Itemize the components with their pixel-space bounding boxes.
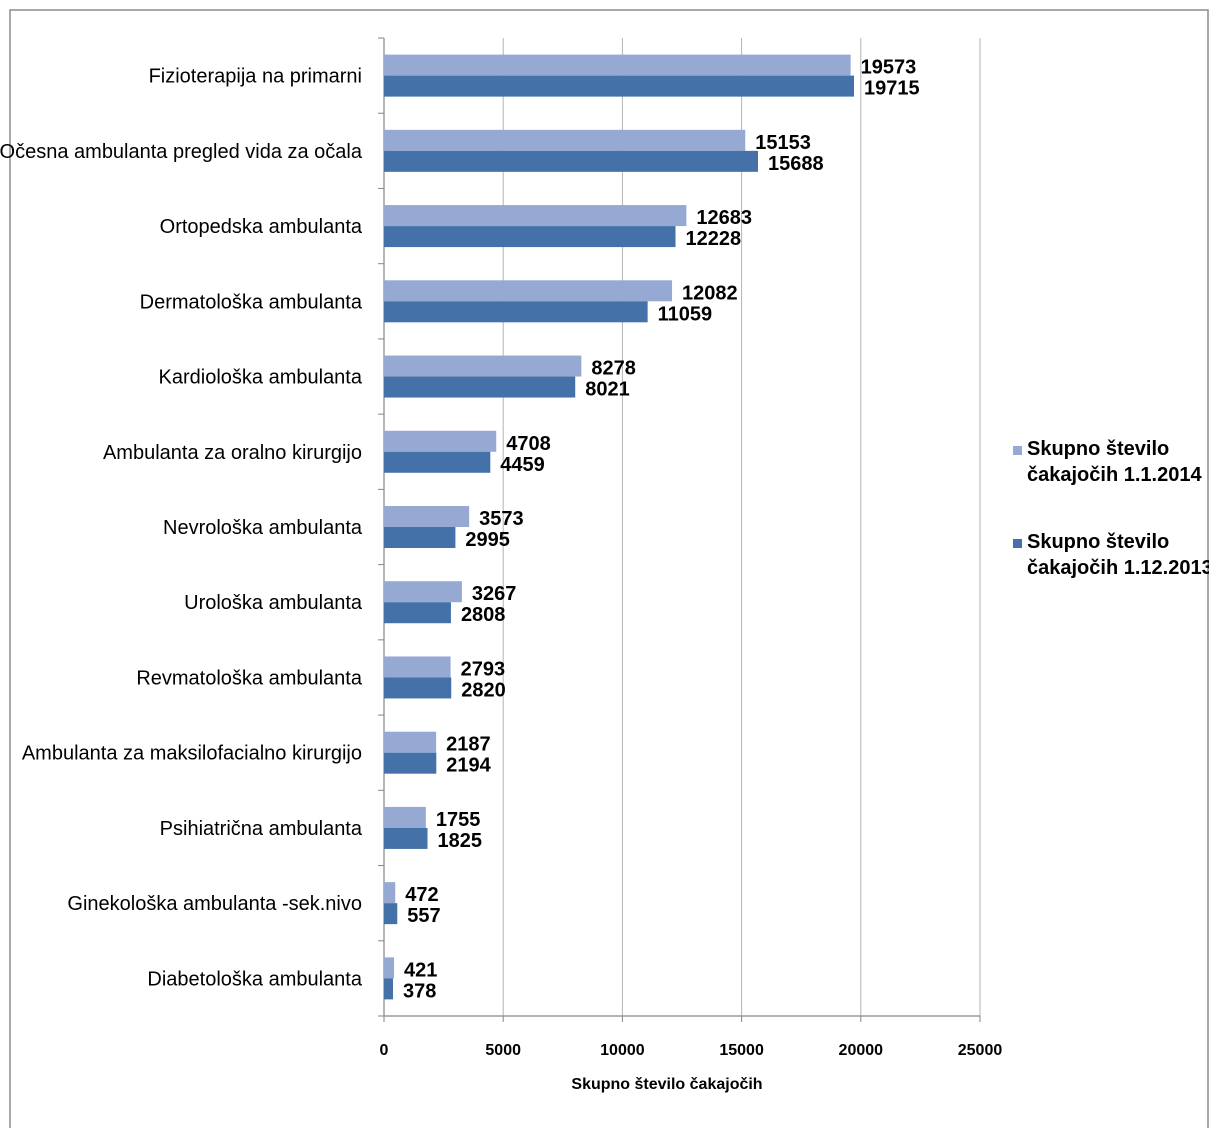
data-label: 2808 [461,604,506,626]
bar-series-1 [384,355,582,377]
bar-series-2 [384,903,398,925]
x-tick-label: 10000 [600,1042,645,1059]
x-tick-label: 5000 [485,1042,521,1059]
category-label: Ortopedska ambulanta [160,216,363,238]
bar-series-1 [384,581,462,603]
bar-series-2 [384,376,576,398]
data-label: 19715 [864,78,920,100]
category-label: Ambulanta za oralno kirurgijo [103,442,362,464]
bar-series-2 [384,752,437,774]
x-tick-label: 15000 [719,1042,764,1059]
legend: Skupno število čakajočih 1.1.2014 Skupno š… [1013,438,1209,579]
data-label: 2194 [446,755,491,777]
data-label: 1755 [436,809,481,831]
bar-series-1 [384,731,437,753]
data-label: 15153 [755,132,811,154]
bar-series-2 [384,602,451,624]
data-label: 2187 [446,734,491,756]
grid-lines [502,38,981,1016]
data-label: 2820 [461,679,506,701]
data-label: 8021 [585,379,630,401]
data-label: 12082 [682,282,738,304]
legend-label: čakajočih 1.12.2013 [1027,557,1209,579]
data-label: 378 [403,980,436,1002]
data-label: 472 [405,884,438,906]
category-label: Revmatološka ambulanta [136,667,363,689]
category-label: Fizioterapija na primarni [149,66,362,88]
bar-series-1 [384,54,851,76]
category-label: Urološka ambulanta [184,592,363,614]
category-label: Dermatološka ambulanta [140,291,363,313]
bar-series-2 [384,451,491,473]
bar-series-2 [384,527,456,548]
x-tick-label: 20000 [839,1042,884,1059]
bar-series-1 [384,882,396,904]
legend-swatch-series-2 [1013,539,1022,548]
x-axis-title: Skupno število čakajočih [571,1076,762,1093]
category-label: Diabetološka ambulanta [147,968,362,990]
category-label: Ginekološka ambulanta -sek.nivo [67,893,362,915]
legend-swatch-series-1 [1013,446,1022,455]
category-label: Psihiatrična ambulanta [160,818,363,840]
data-label: 2793 [461,658,506,680]
chart-border [9,9,1209,1133]
data-label: 12228 [686,228,742,250]
bar-series-1 [384,506,470,527]
data-label: 8278 [591,358,636,380]
category-label: Nevrološka ambulanta [163,517,363,539]
bar-series-1 [384,806,426,828]
bar-series-1 [384,205,687,227]
bar-series-2 [384,75,855,97]
bar-series-2 [384,677,452,699]
data-label: 3573 [479,508,523,530]
bar-series-1 [384,656,451,678]
data-label: 15688 [768,153,824,175]
bars [384,54,855,1000]
legend-label: čakajočih 1.1.2014 [1027,464,1202,486]
data-label: 557 [407,905,440,927]
bar-series-1 [384,280,673,302]
bar-series-1 [384,129,746,151]
bar-series-2 [384,226,676,248]
bar-series-2 [384,827,428,849]
category-label: Očesna ambulanta pregled vida za očala [0,141,363,163]
bar-series-2 [384,150,759,172]
data-label: 2995 [465,529,510,551]
data-label: 421 [404,959,437,981]
bar-series-1 [384,430,497,452]
x-tick-label: 0 [380,1042,389,1059]
data-label: 1825 [438,830,483,852]
bar-series-1 [384,957,395,979]
x-tick-label: 25000 [958,1042,1003,1059]
data-label: 3267 [472,583,516,605]
category-label: Kardiološka ambulanta [159,367,363,389]
legend-label: Skupno število [1027,531,1169,553]
bar-series-2 [384,301,648,323]
category-label: Ambulanta za maksilofacialno kirurgijo [22,743,362,765]
data-label: 4459 [500,454,545,476]
data-label: 19573 [861,57,917,79]
data-label: 4708 [506,433,551,455]
data-label: 11059 [658,303,713,325]
data-label: 12683 [696,207,752,229]
bar-series-2 [384,978,394,1000]
legend-label: Skupno število [1027,438,1169,460]
